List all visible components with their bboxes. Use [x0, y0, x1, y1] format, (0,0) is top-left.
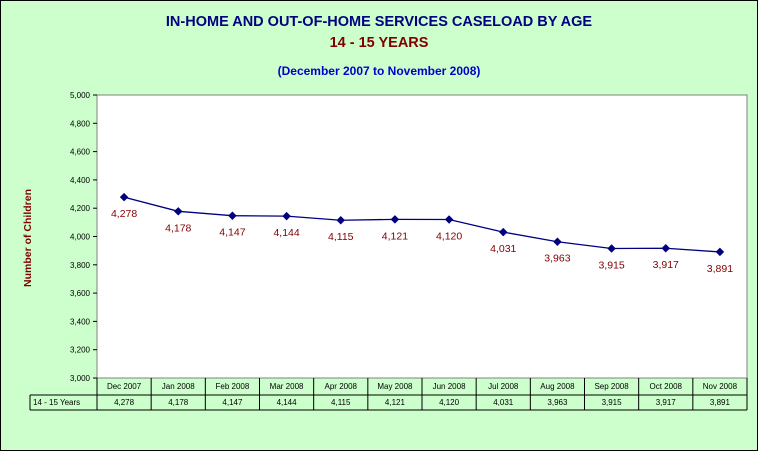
- y-tick-label: 3,400: [70, 317, 91, 326]
- data-table-cell: 3,917: [656, 398, 677, 407]
- data-table-cell: 4,115: [331, 398, 351, 407]
- y-tick-label: 4,600: [70, 148, 91, 157]
- y-tick-label: 3,200: [70, 346, 91, 355]
- data-label: 3,917: [653, 259, 679, 271]
- data-label: 3,963: [544, 253, 570, 265]
- x-category-label: Jan 2008: [162, 382, 195, 391]
- data-point: [119, 192, 129, 202]
- data-table-cell: 4,031: [493, 398, 514, 407]
- y-tick-label: 3,000: [70, 374, 91, 383]
- chart-age-subtitle: 14 - 15 YEARS: [329, 35, 429, 51]
- data-table-cell: 4,121: [385, 398, 406, 407]
- data-point: [444, 215, 454, 224]
- data-point: [174, 207, 183, 216]
- x-category-label: Dec 2007: [107, 382, 142, 391]
- data-table-cell: 3,915: [602, 398, 623, 407]
- chart-date-range: (December 2007 to November 2008): [277, 64, 481, 78]
- plot-area: [96, 94, 748, 379]
- data-table-cell: 4,278: [114, 398, 135, 407]
- data-label: 4,115: [328, 231, 354, 243]
- data-label: 4,121: [382, 230, 408, 242]
- x-category-label: May 2008: [377, 382, 413, 391]
- data-table-cell: 4,178: [168, 398, 189, 407]
- y-tick-label: 5,000: [70, 91, 91, 100]
- data-table-cell: 4,147: [222, 398, 243, 407]
- data-table-cell: 4,120: [439, 398, 460, 407]
- y-tick-label: 4,800: [70, 119, 91, 128]
- data-label: 4,144: [273, 227, 299, 239]
- data-point: [228, 211, 237, 220]
- data-label: 4,120: [436, 231, 462, 243]
- x-category-label: Aug 2008: [540, 382, 575, 391]
- series-line: [123, 196, 720, 253]
- x-category-label: Feb 2008: [216, 382, 250, 391]
- y-tick-label: 4,200: [70, 204, 91, 213]
- data-label: 3,915: [598, 260, 624, 272]
- x-category-label: Mar 2008: [270, 382, 304, 391]
- data-label: 4,278: [111, 208, 137, 220]
- x-category-label: Nov 2008: [703, 382, 738, 391]
- y-tick-label: 4,400: [70, 176, 91, 185]
- data-point: [390, 215, 400, 224]
- data-label: 4,147: [219, 227, 245, 239]
- data-label: 4,031: [490, 243, 516, 255]
- y-tick-label: 3,800: [70, 261, 91, 270]
- chart-title: IN-HOME AND OUT-OF-HOME SERVICES CASELOA…: [165, 14, 593, 30]
- data-table-cell: 4,144: [277, 398, 298, 407]
- x-category-label: Apr 2008: [325, 382, 358, 391]
- y-tick-label: 3,600: [70, 289, 91, 298]
- x-category-label: Jul 2008: [488, 382, 519, 391]
- x-category-label: Oct 2008: [650, 382, 683, 391]
- data-point: [282, 211, 291, 221]
- data-label: 3,891: [707, 263, 733, 275]
- x-category-label: Sep 2008: [594, 382, 629, 391]
- data-table-cell: 3,891: [710, 398, 731, 407]
- data-point: [499, 227, 508, 237]
- data-point: [336, 215, 345, 225]
- data-label: 4,178: [165, 222, 191, 234]
- data-table-cell: 3,963: [547, 398, 568, 407]
- x-category-label: Jun 2008: [433, 382, 466, 391]
- y-tick-label: 4,000: [70, 233, 91, 242]
- data-table-series-name: 14 - 15 Years: [33, 398, 80, 407]
